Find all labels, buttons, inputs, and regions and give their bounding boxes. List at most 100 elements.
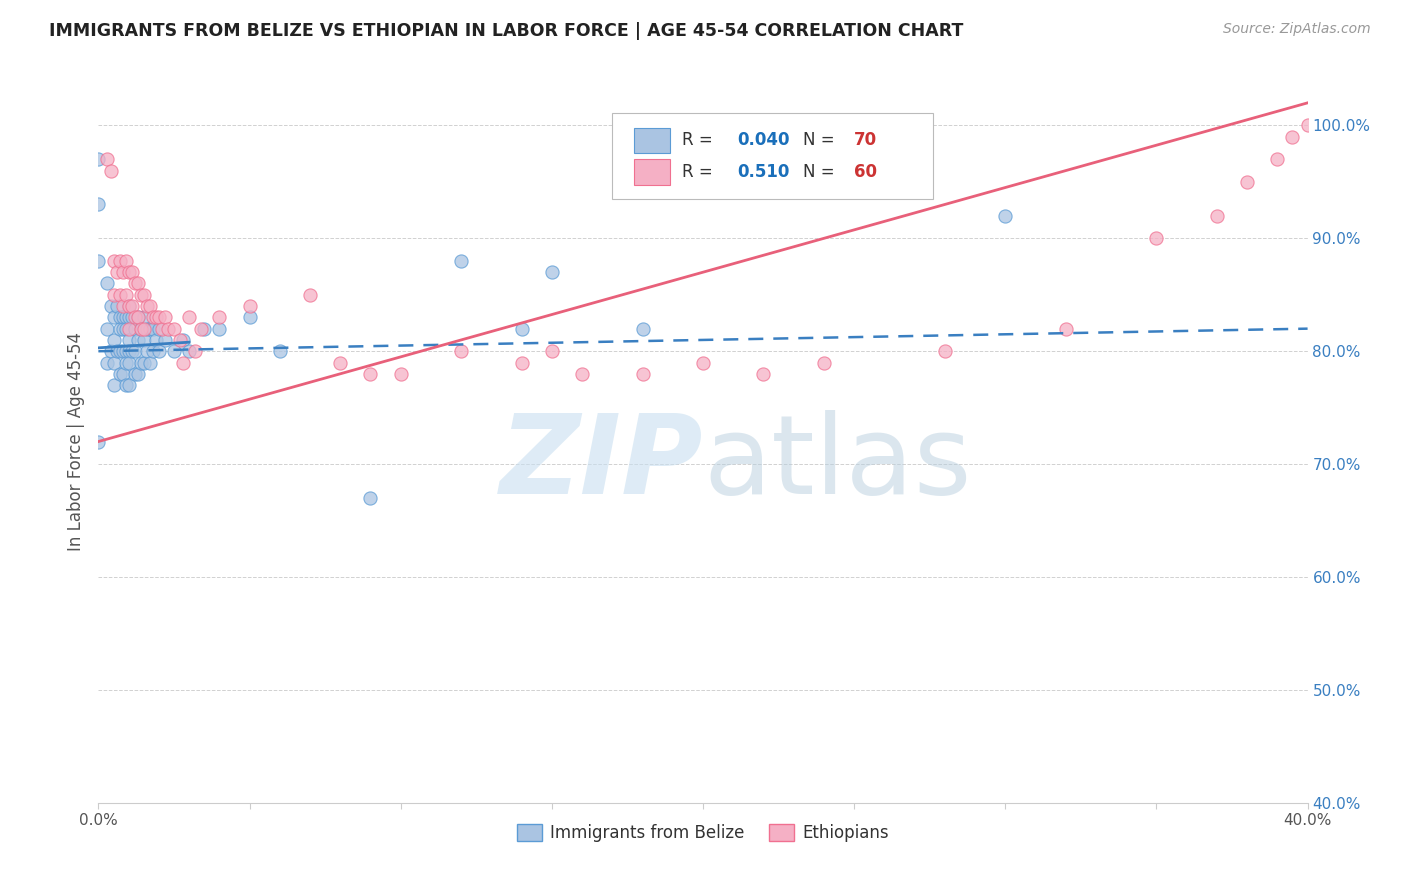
Point bbox=[510, 321, 533, 335]
Point bbox=[129, 355, 152, 369]
Point bbox=[87, 197, 110, 211]
Point bbox=[193, 321, 215, 335]
Point bbox=[179, 310, 201, 325]
Point bbox=[169, 333, 191, 347]
Point bbox=[813, 355, 835, 369]
Point bbox=[129, 321, 152, 335]
Point bbox=[139, 321, 162, 335]
Point bbox=[631, 367, 654, 381]
Point bbox=[108, 310, 131, 325]
Point bbox=[184, 344, 207, 359]
Point bbox=[103, 287, 125, 301]
Point bbox=[124, 344, 146, 359]
Point bbox=[129, 321, 152, 335]
Point bbox=[360, 367, 382, 381]
Legend: Immigrants from Belize, Ethiopians: Immigrants from Belize, Ethiopians bbox=[510, 817, 896, 848]
FancyBboxPatch shape bbox=[634, 160, 671, 185]
Point bbox=[148, 310, 170, 325]
Point bbox=[129, 287, 152, 301]
Point bbox=[153, 333, 176, 347]
Point bbox=[118, 299, 141, 313]
Point bbox=[540, 265, 562, 279]
Point bbox=[360, 491, 382, 505]
Text: N =: N = bbox=[803, 163, 841, 181]
Point bbox=[150, 321, 173, 335]
Point bbox=[108, 344, 131, 359]
Point bbox=[96, 277, 118, 291]
Text: N =: N = bbox=[803, 131, 841, 149]
Point bbox=[111, 367, 134, 381]
FancyBboxPatch shape bbox=[634, 128, 671, 153]
Point bbox=[389, 367, 412, 381]
Point bbox=[127, 333, 149, 347]
Point bbox=[148, 321, 170, 335]
Text: 70: 70 bbox=[855, 131, 877, 149]
Point bbox=[127, 310, 149, 325]
Point bbox=[540, 344, 562, 359]
Point bbox=[105, 299, 128, 313]
Point bbox=[142, 344, 165, 359]
Point bbox=[179, 344, 201, 359]
Point bbox=[135, 321, 157, 335]
Point bbox=[239, 310, 262, 325]
Point bbox=[208, 321, 231, 335]
Text: 0.040: 0.040 bbox=[737, 131, 789, 149]
Point bbox=[139, 299, 162, 313]
Point bbox=[145, 333, 167, 347]
Text: atlas: atlas bbox=[703, 409, 972, 516]
Point bbox=[111, 310, 134, 325]
Point bbox=[142, 310, 165, 325]
Point bbox=[111, 299, 134, 313]
Point bbox=[96, 355, 118, 369]
Point bbox=[105, 344, 128, 359]
Point bbox=[163, 321, 186, 335]
Point bbox=[118, 265, 141, 279]
Point bbox=[692, 355, 714, 369]
Point bbox=[108, 367, 131, 381]
Point bbox=[118, 333, 141, 347]
Point bbox=[111, 344, 134, 359]
Point bbox=[139, 355, 162, 369]
Point bbox=[118, 310, 141, 325]
Point bbox=[299, 287, 322, 301]
Point bbox=[1206, 209, 1229, 223]
Point bbox=[571, 367, 593, 381]
Point bbox=[118, 344, 141, 359]
Point bbox=[127, 310, 149, 325]
Point bbox=[329, 355, 352, 369]
FancyBboxPatch shape bbox=[613, 112, 932, 200]
Point bbox=[1281, 129, 1303, 144]
Point bbox=[1267, 153, 1289, 167]
Point bbox=[87, 153, 110, 167]
Point bbox=[87, 434, 110, 449]
Point bbox=[121, 299, 143, 313]
Point bbox=[111, 321, 134, 335]
Point bbox=[114, 355, 136, 369]
Point bbox=[87, 253, 110, 268]
Point bbox=[127, 277, 149, 291]
Text: 0.510: 0.510 bbox=[737, 163, 789, 181]
Point bbox=[121, 344, 143, 359]
Point bbox=[96, 321, 118, 335]
Point bbox=[994, 209, 1017, 223]
Text: R =: R = bbox=[682, 163, 718, 181]
Text: 60: 60 bbox=[855, 163, 877, 181]
Text: R =: R = bbox=[682, 131, 718, 149]
Point bbox=[132, 333, 155, 347]
Point bbox=[172, 333, 194, 347]
Point bbox=[510, 355, 533, 369]
Point bbox=[132, 310, 155, 325]
Point bbox=[100, 344, 122, 359]
Y-axis label: In Labor Force | Age 45-54: In Labor Force | Age 45-54 bbox=[66, 332, 84, 551]
Point bbox=[132, 355, 155, 369]
Point bbox=[153, 310, 176, 325]
Point bbox=[124, 321, 146, 335]
Point bbox=[148, 344, 170, 359]
Point bbox=[1144, 231, 1167, 245]
Point bbox=[124, 310, 146, 325]
Point bbox=[208, 310, 231, 325]
Point bbox=[450, 253, 472, 268]
Point bbox=[631, 321, 654, 335]
Point bbox=[114, 321, 136, 335]
Point bbox=[118, 321, 141, 335]
